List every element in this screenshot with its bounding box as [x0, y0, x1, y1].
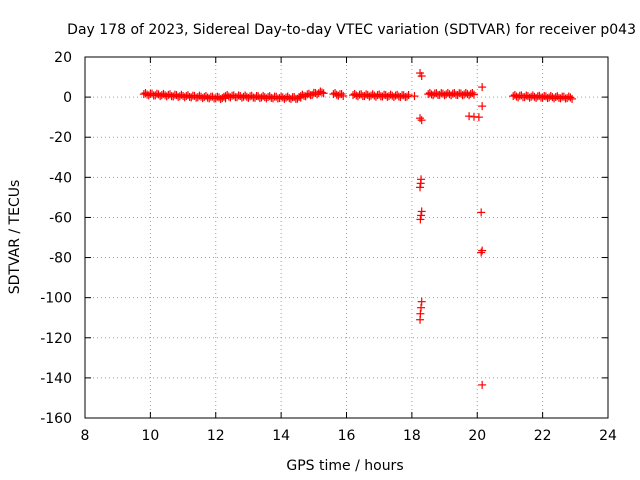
data-point — [404, 90, 413, 99]
data-point — [203, 93, 212, 102]
data-point — [143, 90, 152, 99]
x-tick-label: 22 — [534, 428, 552, 444]
x-tick-label: 20 — [468, 428, 486, 444]
x-tick-label: 16 — [338, 428, 356, 444]
y-axis-label: SDTVAR / TECUs — [7, 180, 23, 295]
data-point — [416, 315, 425, 324]
data-point — [316, 87, 325, 96]
data-point — [416, 179, 425, 188]
x-tick-label: 14 — [272, 428, 290, 444]
data-point — [478, 102, 487, 111]
x-tick-label: 18 — [403, 428, 421, 444]
x-tick-label: 10 — [141, 428, 159, 444]
data-point — [568, 94, 577, 103]
data-point — [319, 89, 328, 98]
data-point — [466, 89, 475, 98]
data-point — [416, 183, 425, 192]
data-point — [512, 92, 521, 101]
data-point — [417, 207, 426, 216]
data-point — [465, 112, 474, 121]
x-tick-labels: 8 10 12 14 16 18 20 22 24 — [81, 428, 617, 444]
data-point — [352, 91, 361, 100]
chart-title: Day 178 of 2023, Sidereal Day-to-day VTE… — [67, 22, 636, 38]
y-tick-label: -120 — [40, 331, 72, 347]
data-point — [285, 94, 294, 103]
data-point — [468, 88, 477, 97]
grid-lines — [85, 57, 608, 418]
y-tick-label: -40 — [49, 170, 72, 186]
x-tick-label: 8 — [81, 428, 90, 444]
data-point — [417, 297, 426, 306]
data-point — [317, 88, 326, 97]
data-point — [566, 93, 575, 102]
y-tick-label: -20 — [49, 130, 72, 146]
data-point — [410, 92, 419, 101]
data-point — [474, 113, 483, 122]
data-point — [417, 211, 426, 220]
data-point — [363, 90, 372, 99]
data-point — [477, 208, 486, 217]
data-point — [478, 246, 487, 255]
x-tick-label: 12 — [207, 428, 225, 444]
y-tick-labels: 20 0 -20 -40 -60 -80 -100 -120 -140 -160 — [40, 50, 72, 427]
data-point — [477, 248, 486, 257]
data-point — [417, 303, 426, 312]
x-axis-label: GPS time / hours — [286, 458, 403, 474]
data-marks — [139, 69, 577, 389]
data-point — [402, 92, 411, 101]
data-point — [339, 91, 348, 100]
y-tick-label: -100 — [40, 291, 72, 307]
data-point — [563, 94, 572, 103]
y-tick-label: -60 — [49, 210, 72, 226]
data-point — [417, 72, 426, 81]
x-tick-label: 24 — [599, 428, 617, 444]
y-tick-label: -140 — [40, 371, 72, 387]
data-point — [478, 83, 487, 92]
data-point — [224, 92, 233, 101]
data-point — [304, 89, 313, 98]
y-tick-label: 20 — [54, 50, 72, 66]
data-point — [478, 380, 487, 389]
y-tick-label: 0 — [63, 90, 72, 106]
data-point — [469, 90, 478, 99]
y-tick-label: -80 — [49, 251, 72, 267]
y-tick-label: -160 — [40, 411, 72, 427]
data-point — [417, 116, 426, 125]
axis-ticks — [84, 56, 609, 419]
data-point — [438, 89, 447, 98]
data-point — [337, 89, 346, 98]
data-point — [416, 114, 425, 123]
data-point — [416, 215, 425, 224]
